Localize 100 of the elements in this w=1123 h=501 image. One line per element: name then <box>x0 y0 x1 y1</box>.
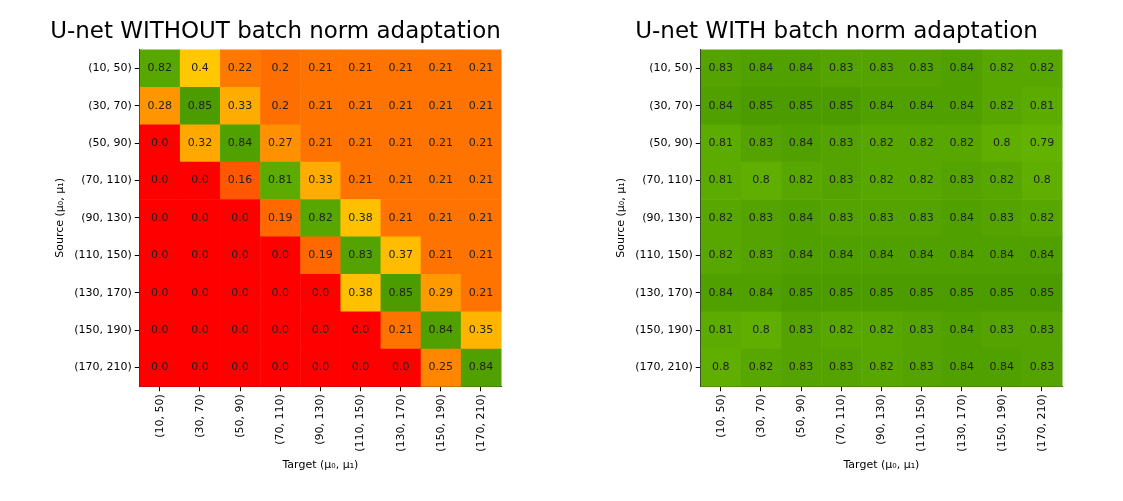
data-label: 0.84 <box>788 135 814 149</box>
x-tick-label: (30, 70) <box>753 394 767 438</box>
x-tick-label: (90, 130) <box>874 394 888 445</box>
data-label: 0.21 <box>468 210 494 224</box>
chart-title: U-net WITH batch norm adaptation <box>635 16 1038 43</box>
data-label: 0.83 <box>1029 322 1055 336</box>
data-label: 0.82 <box>308 210 333 224</box>
data-label: 0.85 <box>909 285 934 299</box>
data-label: 0.21 <box>348 61 373 75</box>
data-label: 0.21 <box>388 135 413 149</box>
x-tick-label: (10, 50) <box>713 394 727 438</box>
data-label: 0.38 <box>348 285 373 299</box>
data-label: 0.81 <box>708 173 734 187</box>
y-tick-label: (130, 170) <box>635 285 693 299</box>
data-label: 0.84 <box>949 98 974 112</box>
data-label: 0.0 <box>311 285 330 299</box>
data-label: 0.84 <box>909 98 934 112</box>
data-label: 0.21 <box>468 173 494 187</box>
x-tick-label: (170, 210) <box>473 394 487 452</box>
x-axis-title: Target (μ₀, μ₁) <box>281 458 359 472</box>
data-label: 0.0 <box>231 285 249 299</box>
data-label: 0.21 <box>428 135 454 149</box>
data-label: 0.33 <box>227 98 253 112</box>
data-label: 0.83 <box>869 61 894 75</box>
data-label: 0.0 <box>191 360 209 374</box>
data-label: 0.84 <box>428 322 454 336</box>
data-label: 0.21 <box>428 173 454 187</box>
x-tick-label: (130, 170) <box>954 394 968 452</box>
y-axis-title: Source (μ₀, μ₁) <box>53 178 67 258</box>
y-tick-label: (110, 150) <box>74 248 132 262</box>
y-tick-label: (70, 110) <box>642 173 693 187</box>
data-label: 0.84 <box>989 360 1015 374</box>
data-label: 0.2 <box>271 61 289 75</box>
data-label: 0.84 <box>708 98 734 112</box>
x-tick-label: (50, 90) <box>793 394 807 438</box>
data-label: 0.21 <box>388 210 413 224</box>
y-tick-label: (170, 210) <box>635 360 693 374</box>
x-tick-label: (110, 150) <box>914 394 928 452</box>
data-label: 0.82 <box>788 173 814 187</box>
x-axis-title: Target (μ₀, μ₁) <box>842 458 920 472</box>
y-tick-label: (30, 70) <box>649 98 693 112</box>
data-label: 0.81 <box>1029 98 1055 112</box>
data-label: 0.21 <box>468 248 494 262</box>
data-label: 0.83 <box>909 210 934 224</box>
data-label: 0.0 <box>191 248 209 262</box>
data-label: 0.82 <box>989 98 1015 112</box>
data-label: 0.38 <box>348 210 373 224</box>
data-label: 0.0 <box>191 173 209 187</box>
data-label: 0.84 <box>949 248 974 262</box>
y-tick-label: (90, 130) <box>81 210 132 224</box>
data-label: 0.0 <box>191 210 209 224</box>
data-label: 0.82 <box>829 322 854 336</box>
data-label: 0.84 <box>829 248 854 262</box>
data-label: 0.85 <box>869 285 894 299</box>
data-label: 0.83 <box>869 210 894 224</box>
y-tick-label: (50, 90) <box>649 135 693 149</box>
data-label: 0.85 <box>788 98 814 112</box>
data-label: 0.85 <box>388 285 413 299</box>
data-label: 0.83 <box>348 248 373 262</box>
data-label: 0.82 <box>748 360 774 374</box>
y-tick-label: (150, 190) <box>74 322 132 336</box>
data-label: 0.82 <box>989 173 1015 187</box>
data-label: 0.84 <box>949 360 974 374</box>
data-label: 0.83 <box>748 210 774 224</box>
data-label: 0.82 <box>708 210 734 224</box>
y-tick-label: (130, 170) <box>74 285 132 299</box>
data-label: 0.84 <box>869 248 894 262</box>
data-label: 0.8 <box>993 135 1011 149</box>
data-label: 0.33 <box>308 173 333 187</box>
data-label: 0.8 <box>712 360 730 374</box>
y-tick-label: (10, 50) <box>88 61 132 75</box>
data-label: 0.82 <box>909 135 934 149</box>
data-label: 0.21 <box>348 98 373 112</box>
data-label: 0.21 <box>468 98 494 112</box>
chart-title: U-net WITHOUT batch norm adaptation <box>50 16 501 43</box>
x-tick-label: (70, 110) <box>273 394 287 445</box>
data-label: 0.0 <box>391 360 410 374</box>
y-tick-label: (170, 210) <box>74 360 132 374</box>
data-label: 0.0 <box>231 210 249 224</box>
data-label: 0.0 <box>351 322 370 336</box>
data-label: 0.85 <box>989 285 1015 299</box>
data-label: 0.0 <box>191 322 209 336</box>
data-label: 0.21 <box>428 61 454 75</box>
data-label: 0.32 <box>187 135 213 149</box>
x-tick-label: (90, 130) <box>313 394 327 445</box>
y-tick-label: (110, 150) <box>635 248 693 262</box>
data-label: 0.85 <box>187 98 213 112</box>
x-tick-label: (170, 210) <box>1034 394 1048 452</box>
data-label: 0.21 <box>428 98 454 112</box>
data-label: 0.84 <box>748 61 774 75</box>
data-label: 0.21 <box>428 248 454 262</box>
data-label: 0.29 <box>428 285 454 299</box>
data-label: 0.83 <box>708 61 734 75</box>
data-label: 0.82 <box>869 135 894 149</box>
data-label: 0.84 <box>748 285 774 299</box>
data-label: 0.82 <box>708 248 734 262</box>
x-tick-label: (130, 170) <box>393 394 407 452</box>
data-label: 0.84 <box>1029 248 1055 262</box>
data-label: 0.81 <box>268 173 293 187</box>
data-label: 0.0 <box>231 322 249 336</box>
